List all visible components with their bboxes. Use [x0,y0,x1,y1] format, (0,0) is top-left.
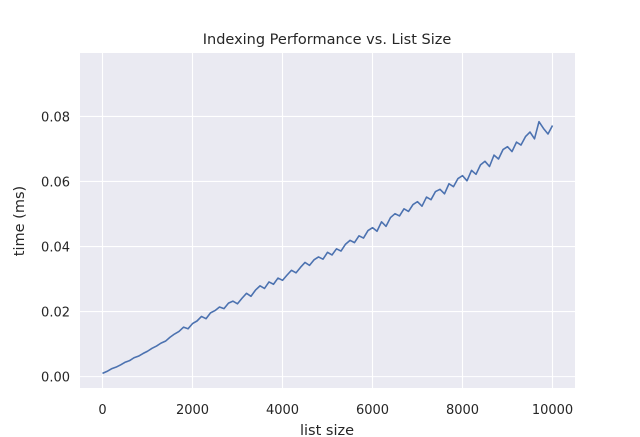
y-tick-label: 0.00 [41,371,70,386]
series-line [102,120,554,375]
y-axis-ticks: 0.00 0.02 0.04 0.06 0.08 [41,110,70,385]
y-tick-label: 0.06 [41,175,70,190]
y-tick-label: 0.02 [41,306,70,321]
y-axis-label: time (ms) [12,186,28,256]
x-tick-label: 0 [98,403,106,418]
y-tick-label: 0.04 [41,241,70,256]
grid-lines [80,53,575,388]
x-tick-label: 10000 [532,403,573,418]
x-axis-label: list size [300,423,354,437]
y-tick-label: 0.08 [41,110,70,125]
plot-background [80,53,575,388]
x-tick-label: 6000 [356,403,389,418]
x-tick-label: 8000 [446,403,479,418]
x-axis-ticks: 0 2000 4000 6000 8000 10000 [98,403,573,418]
x-tick-label: 2000 [176,403,209,418]
x-tick-label: 4000 [266,403,299,418]
chart-title: Indexing Performance vs. List Size [203,32,452,48]
